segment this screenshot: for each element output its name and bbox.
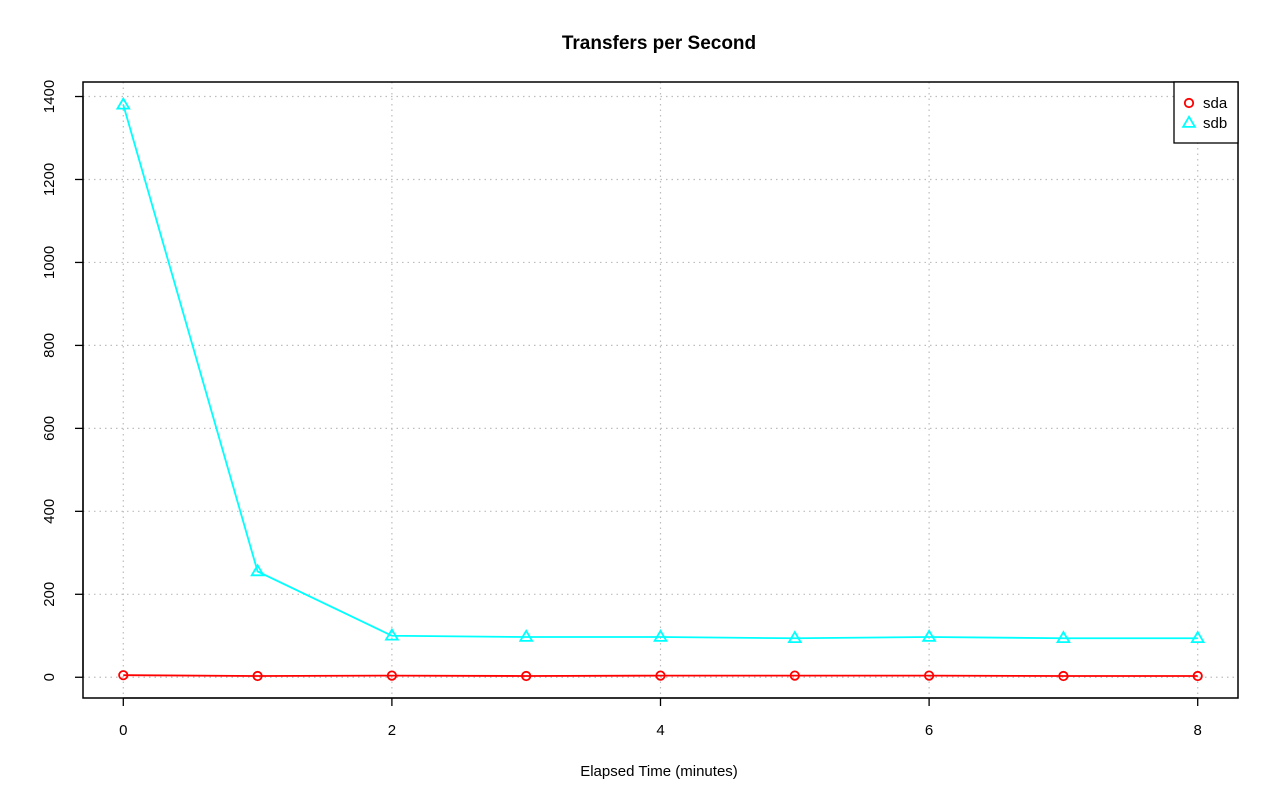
data-point-sda	[789, 670, 800, 681]
legend-marker-sdb	[1181, 115, 1197, 128]
data-point-sdb	[653, 629, 668, 642]
y-tick-label: 800	[41, 333, 58, 358]
x-tick-label: 8	[1194, 722, 1202, 739]
data-point-sdb	[921, 629, 937, 642]
y-tick-label: 200	[41, 582, 58, 607]
y-tick-label: 1200	[41, 163, 58, 196]
legend-box	[1173, 81, 1239, 144]
data-point-sdb	[1190, 630, 1206, 644]
y-tick-label: 400	[41, 499, 58, 524]
grid	[83, 82, 1238, 698]
y-tick-label: 0	[41, 673, 58, 681]
data-point-sda	[118, 670, 129, 681]
x-axis-label: Elapsed Time (minutes)	[580, 763, 738, 780]
y-tick-label: 1000	[41, 246, 58, 279]
data-point-sda	[924, 670, 935, 681]
legend-label-sda: sda	[1203, 95, 1228, 112]
series-line-sdb	[122, 104, 1198, 640]
series-sdb	[115, 96, 1206, 644]
data-point-sdb	[1055, 630, 1071, 644]
legend: sda sdb	[1173, 81, 1239, 144]
legend-marker-sda	[1183, 97, 1195, 109]
series-layer	[115, 96, 1206, 682]
x-tick-label: 2	[388, 722, 396, 739]
legend-label-sdb: sdb	[1203, 115, 1227, 132]
data-point-sda	[1192, 670, 1203, 682]
y-axis: 0 200 400 600 800 1000 1200 1400	[41, 80, 84, 681]
data-point-sdb	[787, 630, 803, 644]
x-tick-label: 4	[656, 722, 664, 739]
x-tick-label: 6	[925, 722, 933, 739]
data-point-sda	[521, 670, 532, 682]
data-point-sda	[252, 670, 263, 682]
data-point-sdb	[250, 563, 266, 577]
data-point-sda	[655, 670, 666, 681]
chart-title: Transfers per Second	[562, 33, 756, 54]
x-tick-label: 0	[119, 722, 127, 739]
y-tick-label: 1400	[41, 80, 58, 113]
data-point-sdb	[518, 629, 534, 642]
x-axis: 0 2 4 6 8	[119, 697, 1202, 739]
series-line-sda	[123, 674, 1198, 677]
series-sda	[118, 670, 1203, 682]
data-point-sdb	[115, 96, 131, 110]
data-point-sda	[1058, 670, 1069, 682]
data-point-sda	[386, 670, 397, 681]
data-point-sdb	[384, 627, 400, 641]
y-tick-label: 600	[41, 416, 58, 441]
